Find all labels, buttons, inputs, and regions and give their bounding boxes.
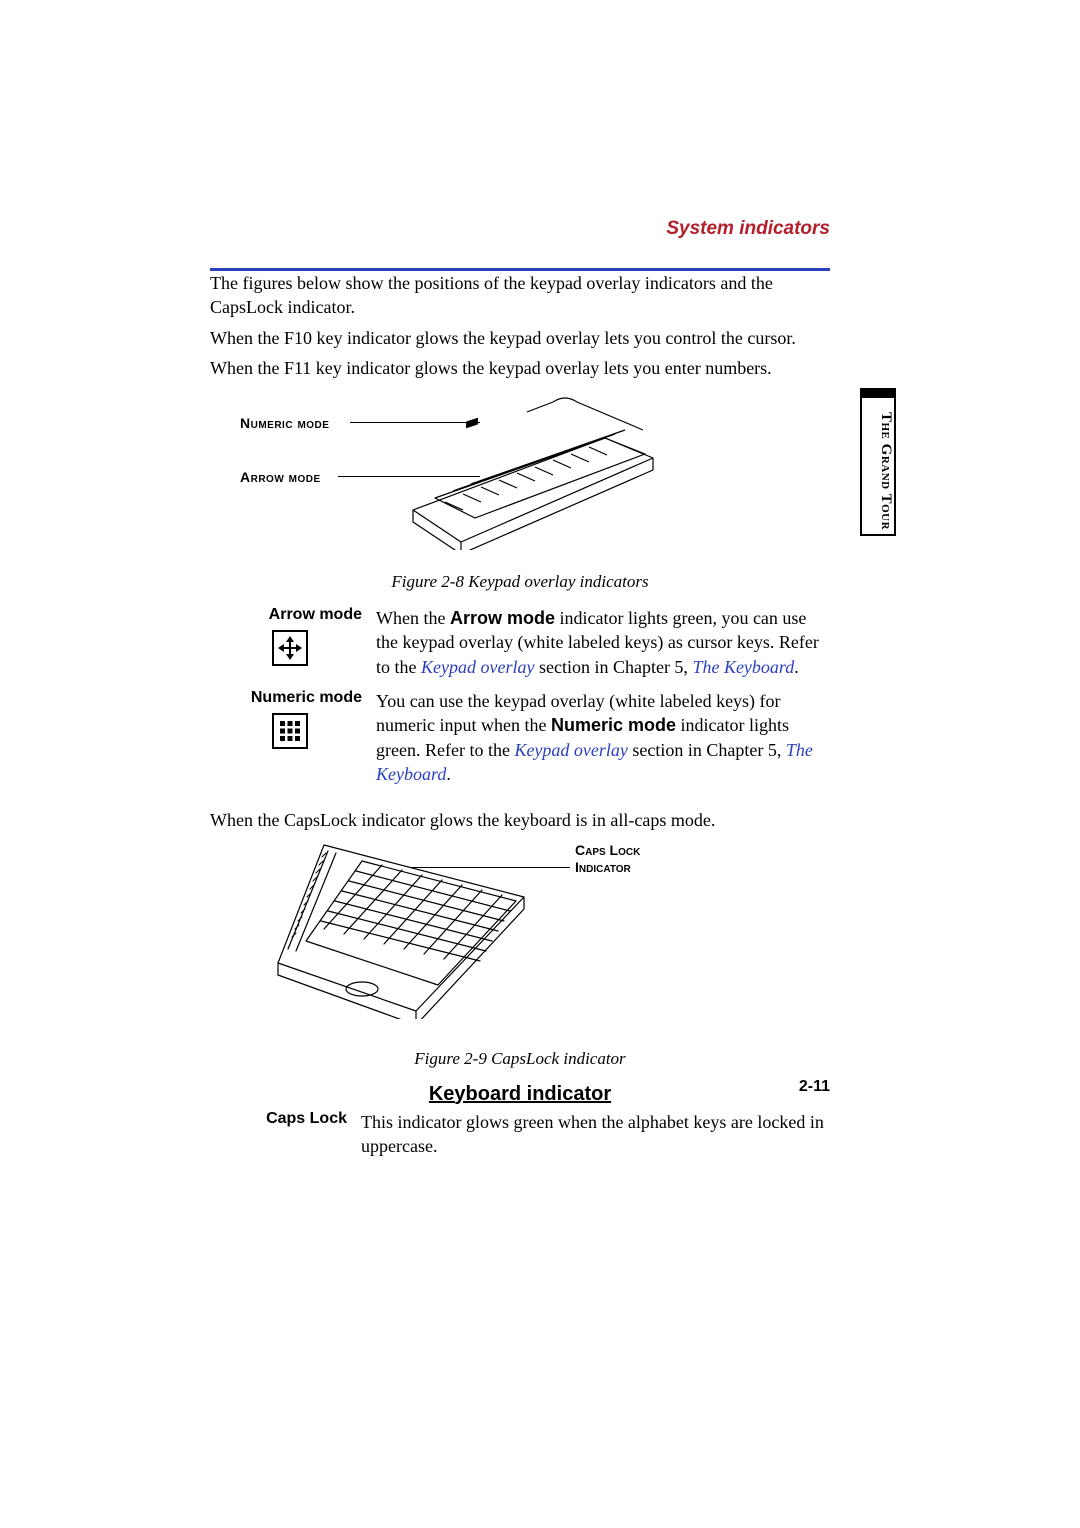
intro-paragraph-1: The figures below show the positions of … (210, 271, 830, 320)
figure-keypad-overlay: Numeric mode Arrow mode (210, 390, 830, 570)
laptop-corner-illustration (266, 839, 536, 1019)
page-number: 2-11 (799, 1078, 830, 1096)
keypad-overlay-link[interactable]: Keypad overlay (514, 740, 627, 760)
text: . (446, 764, 451, 784)
arrow-mode-icon-wrap (210, 630, 370, 666)
figure-label-numeric: Numeric mode (240, 415, 329, 431)
arrow-mode-description: When the Arrow mode indicator lights gre… (376, 606, 830, 679)
text: When the (376, 608, 450, 628)
callout-line: Caps Lock (575, 842, 640, 860)
numeric-mode-description: You can use the keypad overlay (white la… (376, 689, 830, 786)
capslock-intro: When the CapsLock indicator glows the ke… (210, 808, 830, 832)
capslock-definition: Caps Lock This indicator glows green whe… (210, 1110, 830, 1159)
figure-label-arrow: Arrow mode (240, 469, 321, 485)
text: section in Chapter 5, (534, 657, 692, 677)
intro-paragraph-2: When the F10 key indicator glows the key… (210, 326, 830, 350)
figure-caption-1: Figure 2-8 Keypad overlay indicators (210, 572, 830, 592)
callout-line: Indicator (575, 859, 640, 877)
numeric-mode-icon (272, 713, 308, 749)
text-bold: Numeric mode (551, 715, 676, 735)
page-content: System indicators The figures below show… (210, 218, 830, 1158)
numeric-mode-icon-wrap (210, 713, 370, 749)
keypad-overlay-link[interactable]: Keypad overlay (421, 657, 534, 677)
numeric-mode-term-cell: Numeric mode (210, 689, 370, 786)
figure-capslock: Caps Lock Indicator (210, 839, 830, 1047)
text: section in Chapter 5, (628, 740, 786, 760)
arrow-mode-term-cell: Arrow mode (210, 606, 370, 679)
the-keyboard-link[interactable]: The Keyboard (692, 657, 794, 677)
capslock-callout: Caps Lock Indicator (575, 842, 640, 877)
section-title: System indicators (210, 218, 830, 244)
intro-paragraph-3: When the F11 key indicator glows the key… (210, 356, 830, 380)
arrow-mode-icon (272, 630, 308, 666)
mode-definitions: Arrow mode When the Arrow mode indicator… (210, 606, 830, 786)
numeric-mode-term: Numeric mode (210, 689, 370, 707)
arrow-mode-term: Arrow mode (210, 606, 370, 624)
chapter-side-tab: The Grand Tour (860, 388, 896, 536)
capslock-description: This indicator glows green when the alph… (361, 1110, 830, 1159)
keyboard-indicator-heading: Keyboard indicator (210, 1083, 830, 1106)
chapter-side-tab-label: The Grand Tour (862, 412, 894, 530)
leader-line (410, 867, 570, 868)
text-bold: Arrow mode (450, 608, 555, 628)
keyboard-corner-illustration (405, 390, 660, 550)
text: . (794, 657, 799, 677)
capslock-term: Caps Lock (210, 1110, 355, 1159)
figure-caption-2: Figure 2-9 CapsLock indicator (210, 1049, 830, 1069)
